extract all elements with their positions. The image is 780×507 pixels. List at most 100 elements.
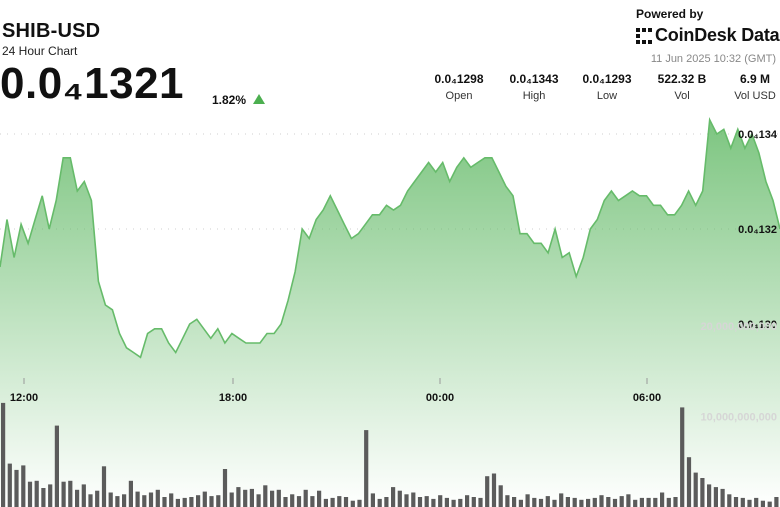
volume-bar [586, 498, 591, 507]
volume-bar [290, 494, 295, 507]
volume-bar [256, 494, 261, 507]
volume-bar [404, 494, 409, 507]
price-tick-label: 0.0₄132 [738, 224, 777, 236]
volume-bar [646, 497, 651, 507]
brand-logo[interactable]: CoinDesk Data [636, 25, 780, 46]
volume-bar [350, 500, 355, 507]
volume-bar [263, 485, 268, 507]
volume-bar [88, 494, 93, 507]
volume-bar [189, 497, 194, 507]
stat-value: 0.0₄1293 [582, 72, 632, 86]
volume-bar [451, 499, 456, 507]
volume-bar [733, 497, 739, 507]
volume-bar [21, 465, 26, 507]
volume-bar [75, 489, 80, 507]
volume-bar [606, 497, 611, 507]
volume-bar [512, 497, 517, 507]
stat-open: 0.0₄1298 Open [419, 72, 499, 102]
volume-bar [135, 491, 140, 507]
stat-volume-usd: 6.9 M Vol USD [715, 72, 780, 102]
volume-bar [196, 495, 201, 507]
time-tick-label: 06:00 [633, 392, 661, 404]
volume-bar [169, 493, 174, 507]
volume-bar [115, 496, 120, 507]
volume-bar [41, 488, 46, 507]
volume-bar [202, 491, 207, 507]
volume-bar [633, 499, 638, 507]
stat-label: Low [596, 90, 618, 102]
volume-bar [101, 466, 107, 507]
volume-bar [754, 497, 759, 507]
volume-bar [444, 497, 449, 507]
volume-bar [7, 463, 12, 507]
powered-by-label: Powered by [636, 7, 704, 21]
stat-value: 6.9 M [739, 72, 770, 86]
volume-bar [552, 499, 557, 507]
volume-bar [209, 496, 214, 507]
volume-bar [216, 495, 221, 507]
volume-bar [95, 490, 100, 507]
volume-bar [639, 497, 644, 507]
price-change: 1.82% [212, 93, 247, 107]
time-axis-labels: 12:00 18:00 00:00 06:00 [10, 378, 661, 404]
volume-bar [565, 497, 570, 507]
volume-bar [384, 497, 389, 507]
volume-bar [283, 497, 288, 507]
stat-value: 0.0₄1343 [509, 72, 559, 86]
volume-bar [229, 492, 234, 507]
volume-bar [538, 498, 544, 507]
volume-bar [693, 472, 698, 507]
volume-bar [505, 495, 510, 507]
volume-bar [14, 469, 19, 507]
up-arrow-icon [253, 94, 265, 104]
volume-bar [417, 497, 423, 507]
volume-bar [612, 498, 618, 507]
volume-bar [48, 484, 53, 507]
stat-low: 0.0₄1293 Low [567, 72, 647, 102]
volume-bar [747, 499, 752, 507]
volume-bar [343, 497, 349, 507]
volume-bar [310, 496, 315, 507]
volume-bar [357, 499, 362, 507]
volume-bar [222, 469, 228, 507]
volume-bar [767, 501, 772, 507]
volume-bar [155, 489, 160, 507]
volume-bar [518, 499, 523, 507]
volume-bar [532, 497, 537, 507]
volume-bar [491, 473, 497, 507]
stat-label: Vol [674, 90, 690, 102]
time-tick-label: 00:00 [426, 392, 454, 404]
volume-bar [700, 478, 705, 507]
volume-bar [182, 497, 187, 507]
volume-bar [397, 490, 402, 507]
stat-value: 0.0₄1298 [434, 72, 484, 86]
price-tick-label: 0.0₄130 [738, 319, 777, 331]
volume-bar [599, 495, 604, 507]
volume-bar [323, 498, 328, 507]
stat-volume: 522.32 B Vol [642, 72, 722, 102]
coindesk-logo-icon [636, 27, 652, 44]
volume-tick-label: 10,000,000,000 [701, 412, 777, 424]
brand-name: CoinDesk Data [655, 25, 780, 45]
volume-bar [680, 407, 685, 507]
volume-bar [276, 489, 281, 507]
volume-bars [1, 402, 779, 507]
volume-bar [411, 492, 416, 507]
volume-bar [619, 496, 624, 507]
volume-bar [666, 497, 671, 507]
volume-bar [108, 492, 113, 507]
volume-bar [465, 495, 470, 507]
volume-bar [760, 500, 765, 507]
volume-bar [740, 497, 745, 507]
volume-bar [424, 496, 429, 507]
volume-bar [559, 493, 564, 507]
stat-label: Open [445, 90, 473, 102]
volume-bar [370, 493, 375, 507]
price-axis-labels: 0.0₄134 0.0₄132 0.0₄130 [738, 129, 778, 331]
price-tick-label: 0.0₄134 [738, 129, 778, 141]
volume-bar [727, 494, 732, 507]
volume-bar [713, 487, 718, 507]
volume-bar [27, 481, 33, 507]
volume-bar [243, 489, 248, 507]
volume-bar [391, 487, 396, 507]
